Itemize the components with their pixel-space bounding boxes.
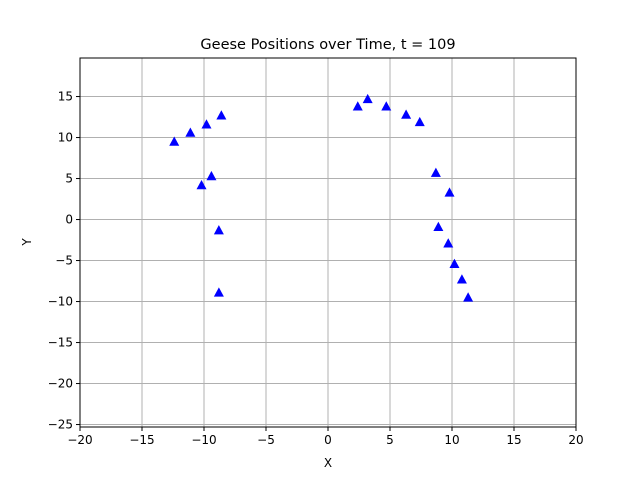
x-tick-label: 20 — [568, 433, 583, 447]
y-axis-label: Y — [20, 238, 34, 247]
y-tick-label: −10 — [48, 295, 73, 309]
goose-point — [443, 238, 454, 248]
goose-point — [463, 292, 474, 302]
goose-point — [216, 110, 227, 120]
goose-point — [449, 258, 460, 268]
x-tick-label: −5 — [257, 433, 275, 447]
goose-point — [401, 109, 412, 119]
y-tick-label: −25 — [48, 418, 73, 432]
x-tick-label: 0 — [324, 433, 332, 447]
grid-lines — [79, 58, 577, 427]
x-axis-label: X — [324, 456, 332, 470]
y-tick-label: −15 — [48, 336, 73, 350]
x-tick-label: 15 — [506, 433, 521, 447]
goose-point — [433, 221, 444, 232]
x-tick-label: 5 — [386, 433, 394, 447]
goose-point — [430, 167, 441, 177]
goose-point — [456, 274, 467, 284]
goose-point — [206, 170, 217, 181]
goose-point — [213, 287, 224, 297]
goose-point — [185, 127, 196, 137]
x-tick-label: −10 — [191, 433, 216, 447]
y-tick-label: 10 — [58, 131, 73, 145]
goose-point — [414, 116, 425, 127]
goose-point — [201, 119, 212, 129]
goose-point — [213, 225, 224, 235]
y-tick-label: 5 — [65, 172, 73, 186]
data-points — [169, 93, 474, 302]
y-tick-label: −20 — [48, 377, 73, 391]
y-tick-label: −5 — [55, 254, 73, 268]
x-tick-label: 10 — [444, 433, 459, 447]
x-tick-label: −15 — [129, 433, 154, 447]
chart-title: Geese Positions over Time, t = 109 — [200, 37, 455, 53]
goose-point — [362, 93, 373, 104]
goose-point — [352, 101, 363, 111]
goose-point — [196, 179, 207, 190]
goose-point — [169, 136, 180, 146]
y-tick-label: 0 — [65, 213, 73, 227]
x-tick-label: −20 — [67, 433, 92, 447]
y-tick-label: 15 — [58, 90, 73, 104]
goose-point — [381, 101, 392, 111]
goose-point — [444, 187, 455, 197]
